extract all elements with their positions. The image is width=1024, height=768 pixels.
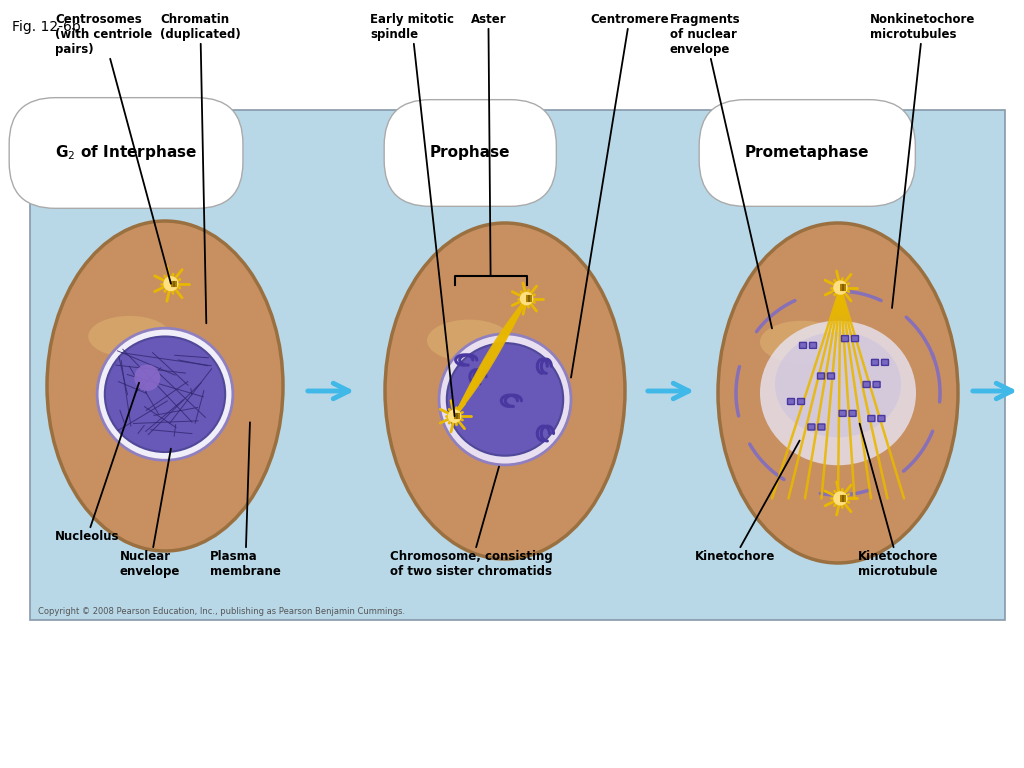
Text: Chromatin
(duplicated): Chromatin (duplicated) bbox=[160, 13, 241, 323]
Text: Kinetochore
microtubule: Kinetochore microtubule bbox=[858, 424, 938, 578]
FancyBboxPatch shape bbox=[873, 382, 880, 388]
FancyBboxPatch shape bbox=[787, 399, 795, 405]
FancyBboxPatch shape bbox=[842, 336, 849, 342]
Ellipse shape bbox=[385, 223, 625, 559]
Text: Prometaphase: Prometaphase bbox=[745, 145, 869, 161]
FancyBboxPatch shape bbox=[863, 382, 870, 388]
FancyBboxPatch shape bbox=[810, 343, 816, 349]
Text: Fig. 12-6b: Fig. 12-6b bbox=[12, 20, 81, 34]
Circle shape bbox=[164, 276, 178, 290]
Text: Aster: Aster bbox=[471, 13, 506, 276]
FancyBboxPatch shape bbox=[798, 399, 805, 405]
Text: Fragments
of nuclear
envelope: Fragments of nuclear envelope bbox=[670, 13, 772, 329]
FancyBboxPatch shape bbox=[818, 424, 825, 430]
FancyBboxPatch shape bbox=[878, 415, 885, 422]
Circle shape bbox=[449, 410, 461, 422]
Ellipse shape bbox=[427, 319, 511, 362]
Text: Centromere: Centromere bbox=[571, 13, 669, 378]
FancyBboxPatch shape bbox=[808, 424, 815, 430]
Text: Plasma
membrane: Plasma membrane bbox=[210, 422, 281, 578]
FancyBboxPatch shape bbox=[852, 336, 858, 342]
Circle shape bbox=[834, 492, 847, 505]
Ellipse shape bbox=[775, 332, 901, 437]
Text: Kinetochore: Kinetochore bbox=[695, 441, 800, 563]
Text: Chromosome, consisting
of two sister chromatids: Chromosome, consisting of two sister chr… bbox=[390, 467, 553, 578]
FancyBboxPatch shape bbox=[868, 415, 874, 422]
FancyArrowPatch shape bbox=[973, 383, 1012, 399]
FancyArrowPatch shape bbox=[648, 383, 689, 399]
Text: Copyright © 2008 Pearson Education, Inc., publishing as Pearson Benjamin Cumming: Copyright © 2008 Pearson Education, Inc.… bbox=[38, 607, 406, 616]
FancyBboxPatch shape bbox=[30, 110, 1005, 620]
Circle shape bbox=[520, 293, 532, 305]
Ellipse shape bbox=[439, 334, 571, 465]
Ellipse shape bbox=[760, 321, 844, 363]
Text: Nonkinetochore
microtubules: Nonkinetochore microtubules bbox=[870, 13, 976, 308]
FancyBboxPatch shape bbox=[849, 410, 856, 416]
Ellipse shape bbox=[760, 321, 916, 465]
FancyBboxPatch shape bbox=[882, 359, 889, 366]
Ellipse shape bbox=[718, 223, 958, 563]
Text: Prophase: Prophase bbox=[430, 145, 511, 161]
FancyBboxPatch shape bbox=[839, 410, 846, 416]
Ellipse shape bbox=[47, 221, 283, 551]
Ellipse shape bbox=[134, 365, 161, 391]
Circle shape bbox=[834, 281, 847, 294]
FancyBboxPatch shape bbox=[871, 359, 879, 366]
Text: Early mitotic
spindle: Early mitotic spindle bbox=[370, 13, 455, 416]
Ellipse shape bbox=[97, 328, 232, 460]
Text: Centrosomes
(with centriole
pairs): Centrosomes (with centriole pairs) bbox=[55, 13, 171, 283]
Ellipse shape bbox=[104, 336, 225, 452]
FancyBboxPatch shape bbox=[817, 373, 824, 379]
FancyBboxPatch shape bbox=[827, 373, 835, 379]
FancyArrowPatch shape bbox=[308, 383, 349, 399]
Text: Nuclear
envelope: Nuclear envelope bbox=[120, 449, 180, 578]
Text: Nucleolus: Nucleolus bbox=[55, 382, 139, 543]
FancyBboxPatch shape bbox=[800, 343, 807, 349]
Text: G$_2$ of Interphase: G$_2$ of Interphase bbox=[55, 144, 197, 163]
Ellipse shape bbox=[446, 343, 563, 455]
Ellipse shape bbox=[88, 316, 171, 357]
